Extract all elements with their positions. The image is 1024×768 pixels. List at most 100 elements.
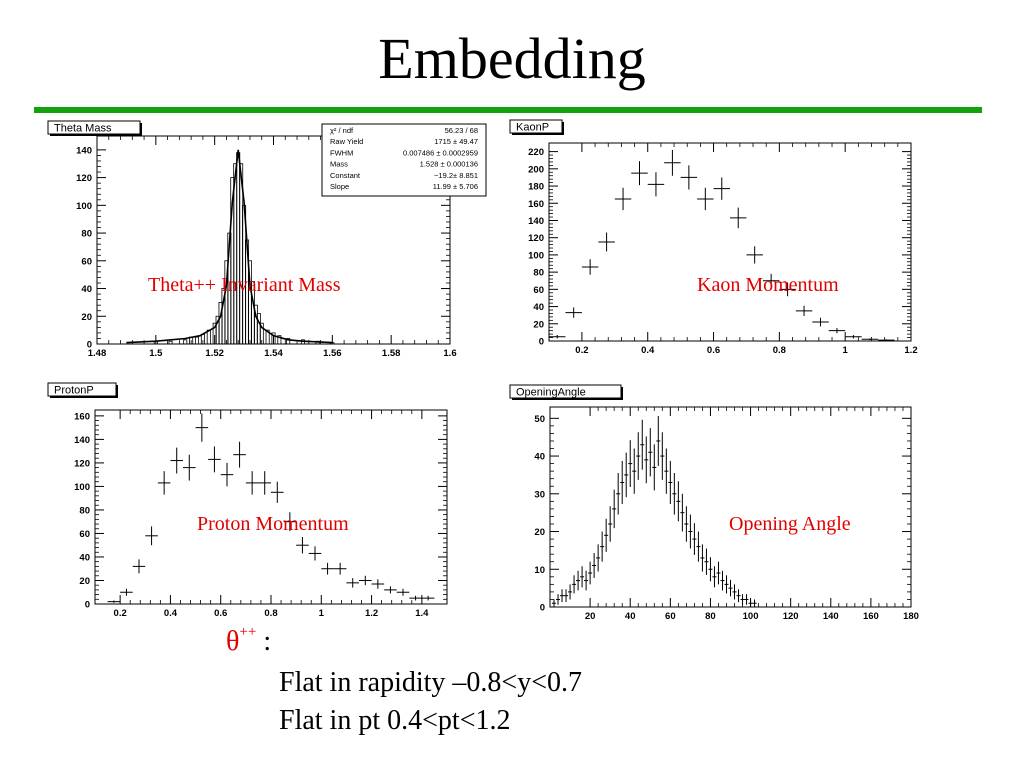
opening-data-point [552,599,557,607]
opening-data-point [684,506,689,542]
proton-ytick-label: 20 [79,576,90,587]
opening-data-point [752,599,757,607]
kaon-xtick-label: 0.6 [707,345,720,356]
opening-data-point [692,523,697,555]
theta-symbol: θ [226,626,240,657]
opening-ytick-label: 40 [534,452,545,463]
kaon-data-point [598,232,615,252]
opening-data-point [604,518,609,552]
theta-ytick-label: 80 [81,229,92,240]
opening-data-point [652,444,657,491]
opening-data-point [580,566,585,588]
opening-title-box [509,384,622,399]
opening-data-point [620,460,625,504]
proton-data-point [396,588,410,596]
kaon-data-point [861,338,879,341]
proton-data-point [283,512,297,532]
theta-xtick-label: 1.6 [443,348,456,359]
opening-data-point [648,428,653,477]
opening-data-point [660,432,665,480]
proton-data-point [145,526,158,546]
theta-xtick-label: 1.56 [323,348,342,359]
kaon-data-point [746,246,763,264]
opening-data-point [736,589,741,603]
stats-value: 1715 ± 49.47 [434,137,478,146]
caption-theta: Theta++ Invariant Mass [148,274,341,296]
kaon-data-point [779,282,796,297]
theta-histogram-bin [183,339,188,345]
slide-title: Embedding [378,26,646,91]
proton-data-point [258,471,271,495]
opening-ytick-label: 50 [534,414,545,425]
theta-histogram-bin [286,338,291,345]
proton-ytick-label: 120 [74,458,90,469]
kaon-ytick-label: 20 [533,319,544,330]
proton-ytick-label: 160 [74,411,90,422]
opening-data-point [636,432,641,480]
proton-ytick-label: 80 [79,505,90,516]
theta-histogram-bin [168,340,173,345]
stats-label: Raw Yield [330,137,363,146]
opening-data-point [584,570,589,591]
opening-xtick-label: 20 [585,611,596,622]
kaon-data-point [713,177,730,200]
opening-data-point [624,452,629,498]
opening-data-point [656,416,661,466]
proton-frame [94,409,448,605]
opening-data-point [688,514,693,549]
opening-ytick-label: 10 [534,565,545,576]
kaon-ytick-label: 60 [533,285,544,296]
proton-xtick-label: 0.4 [164,608,178,619]
opening-data-point [592,553,597,578]
opening-data-point [696,531,701,562]
opening-xtick-label: 40 [625,611,636,622]
kaon-ytick-label: 160 [528,199,544,210]
proton-data-point [245,471,259,495]
theta-histogram-bin [277,335,282,345]
kaon-data-point [878,339,895,341]
opening-data-point [720,570,725,591]
proton-title: ProtonP [54,385,94,397]
opening-data-point [732,584,737,600]
kaon-data-point [664,149,681,176]
kaon-data-point [697,187,714,211]
rapidity-line: Flat in rapidity –0.8<y<0.7 [279,667,583,698]
opening-xtick-label: 80 [705,611,716,622]
proton-data-point [120,588,133,596]
kaon-data-point [795,305,813,317]
proton-data-point [208,446,221,473]
opening-data-point [740,594,745,605]
theta-superscript: ++ [239,624,257,640]
proton-ytick-label: 0 [85,600,90,611]
kaon-data-point [845,334,862,339]
stats-value: 1.528 ± 0.000136 [420,160,478,169]
theta-xtick-label: 1.5 [149,348,163,359]
theta-ytick-label: 100 [76,201,92,212]
opening-data-point [576,570,581,591]
kaon-data-point [647,172,665,197]
pt-line: Flat in pt 0.4<pt<1.2 [279,705,511,736]
theta-title-box [47,120,141,135]
stats-label: χ² / ndf [330,126,354,135]
opening-data-point [612,489,617,529]
opening-title: OpeningAngle [516,387,586,399]
opening-data-point [560,589,565,603]
theta-ytick-label: 120 [76,173,92,184]
theta-ytick-label: 20 [81,312,92,323]
opening-data-point [572,575,577,594]
opening-data-point [680,493,685,532]
kaon-title: KaonP [516,122,549,134]
caption-opening: Opening Angle [729,513,851,535]
kaon-data-point [762,273,780,288]
opening-ytick-label: 20 [534,527,545,538]
opening-frame [549,406,912,608]
kaon-data-point [565,307,582,318]
stats-value: 11.99 ± 5.706 [433,182,478,191]
kaon-data-point [828,328,846,334]
proton-xtick-label: 0.6 [214,608,227,619]
kaon-data-point [680,165,698,190]
proton-xtick-label: 0.8 [264,608,277,619]
opening-data-point [600,531,605,562]
stats-label: FWHM [330,148,353,157]
theta-histogram-bin [195,336,200,345]
